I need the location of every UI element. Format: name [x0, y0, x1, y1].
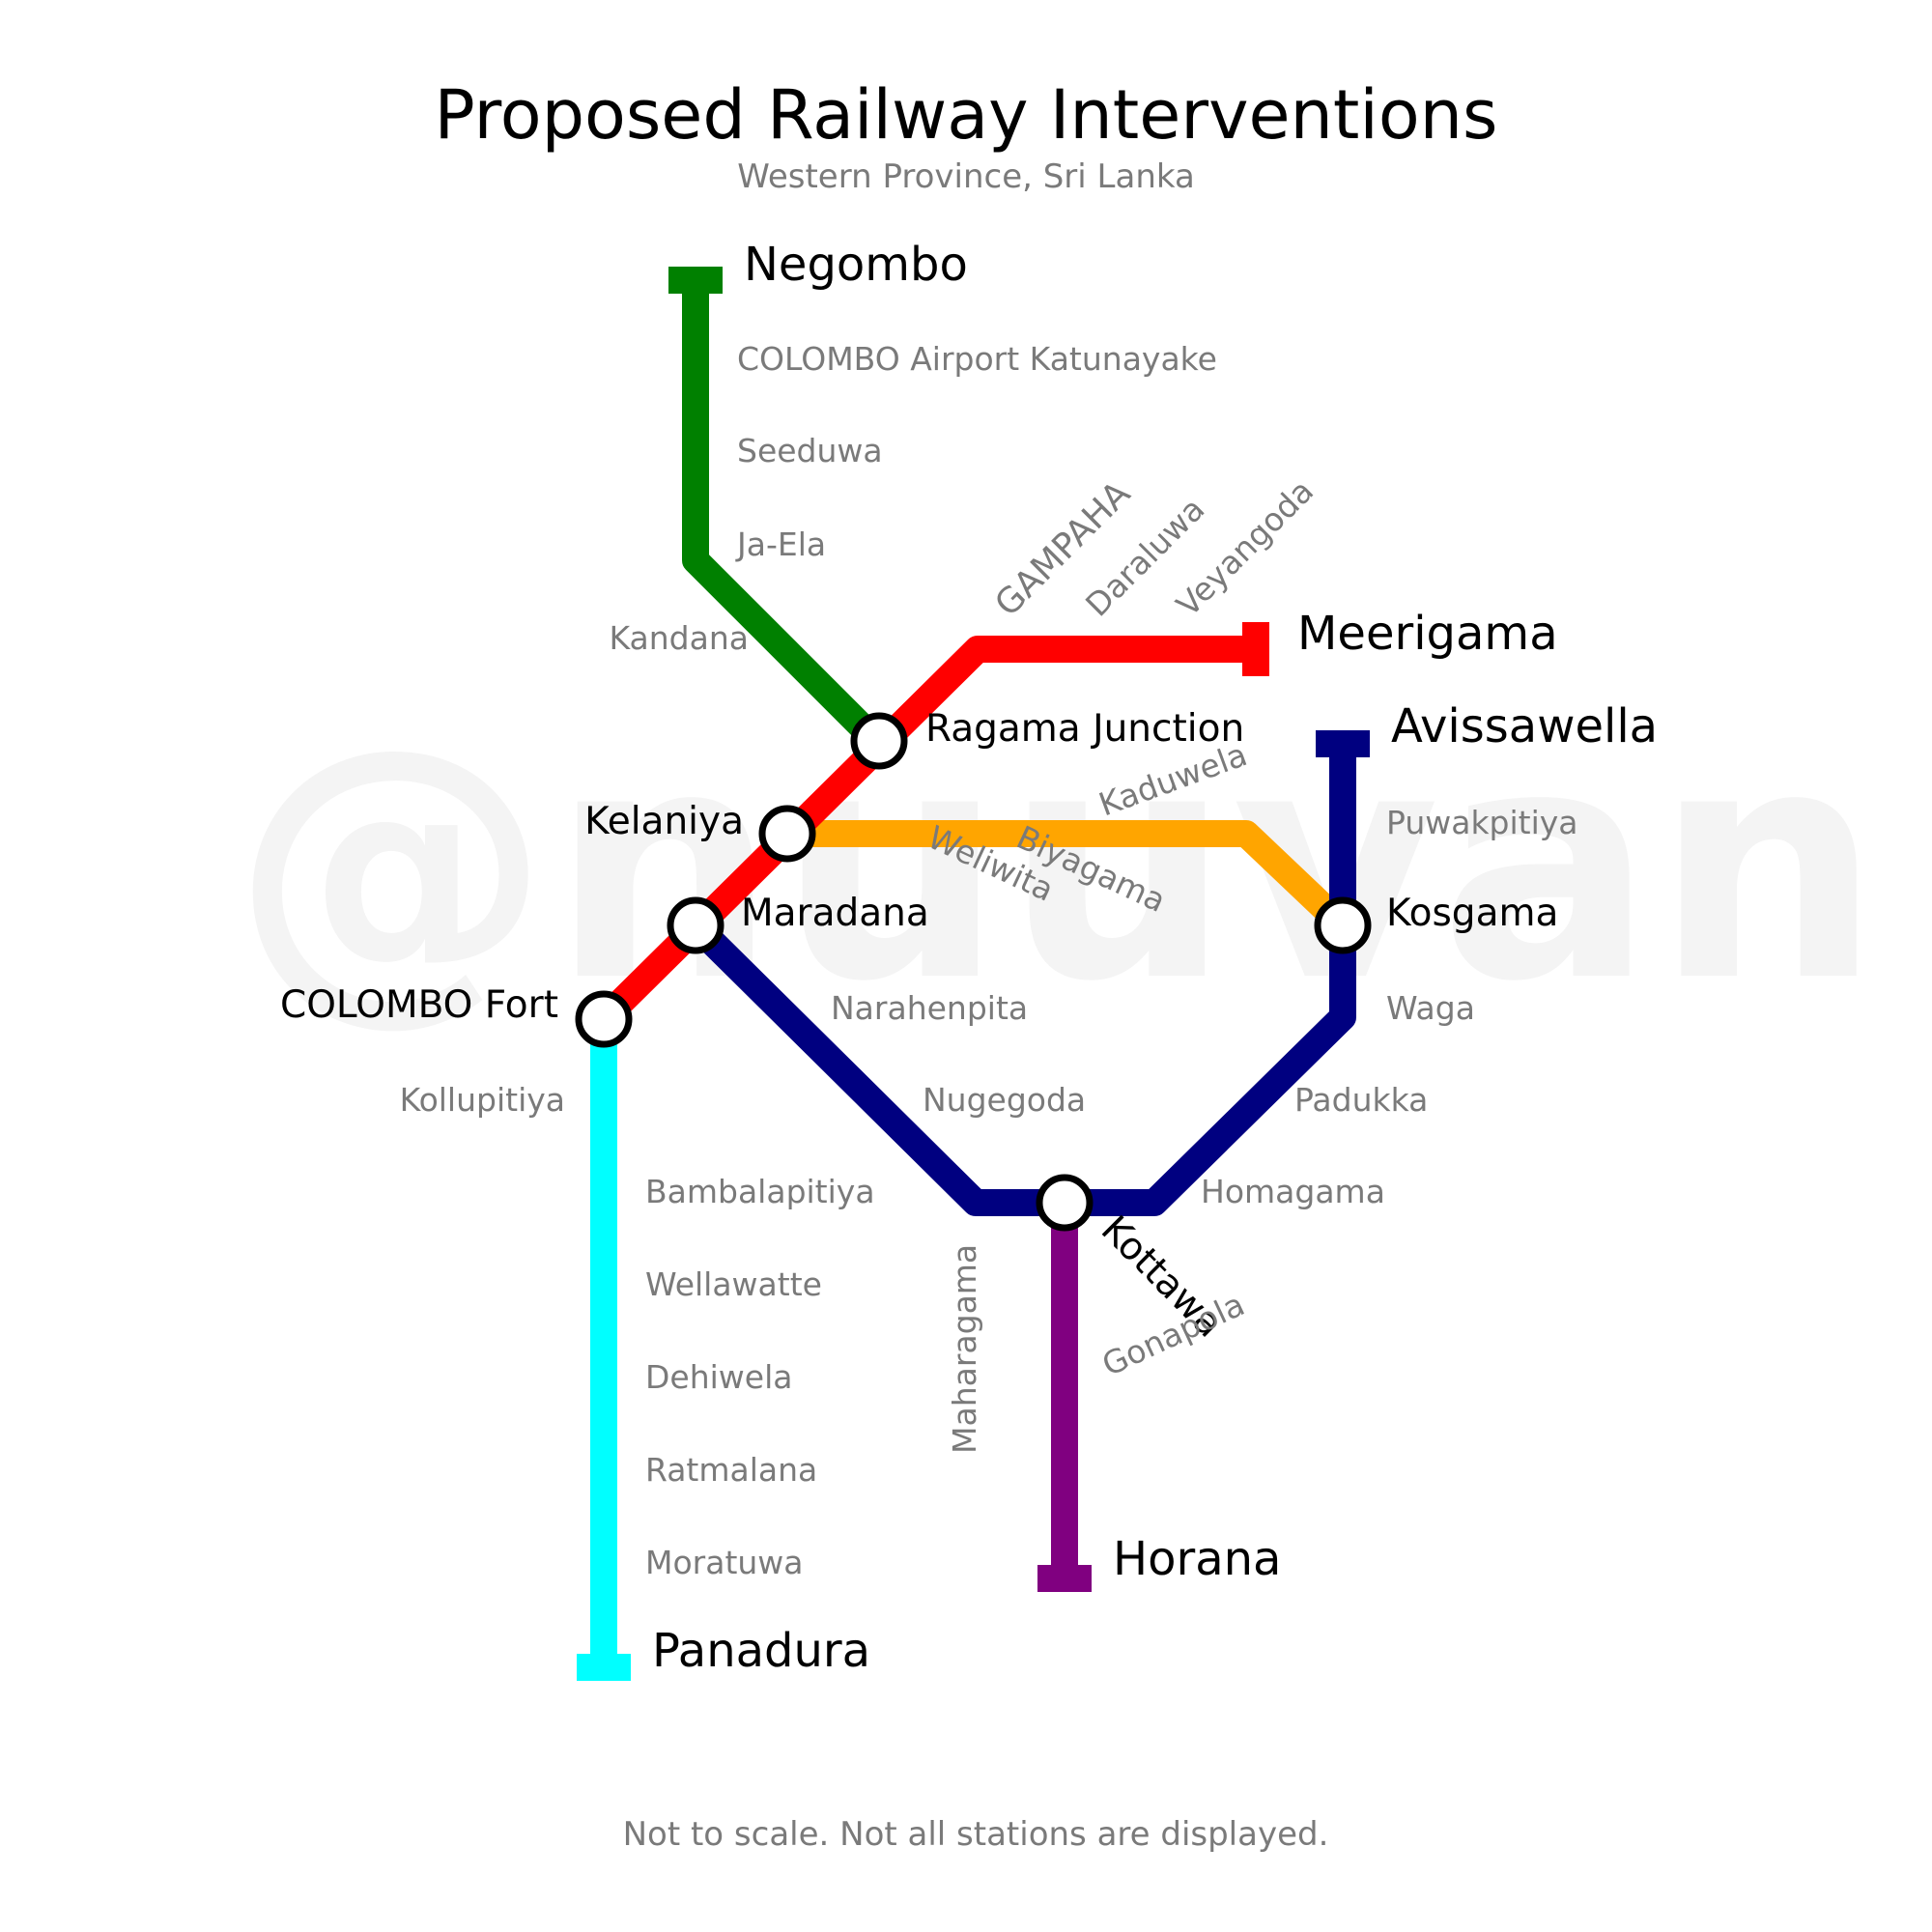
map-subtitle: Western Province, Sri Lanka — [737, 157, 1195, 196]
terminus-label-horana: Horana — [1113, 1532, 1281, 1586]
station-label-dehiwela: Dehiwela — [645, 1358, 792, 1396]
terminus-bar-panadura — [577, 1654, 631, 1681]
watermark: @nuuvan — [232, 680, 1882, 1051]
station-label-kelaniya: Kelaniya — [584, 800, 744, 843]
station-label-padukka: Padukka — [1294, 1081, 1428, 1119]
station-label-puwakpitiya: Puwakpitiya — [1386, 804, 1578, 841]
station-label-kosgama: Kosgama — [1386, 892, 1558, 935]
node-kelaniya — [758, 805, 816, 863]
station-label-airport: COLOMBO Airport Katunayake — [737, 340, 1217, 378]
line-red — [594, 636, 1256, 1029]
terminus-label-meerigama: Meerigama — [1297, 607, 1558, 661]
station-label-veyangoda: Veyangoda — [1169, 471, 1321, 623]
map-footnote: Not to scale. Not all stations are displ… — [623, 1815, 1329, 1854]
line-green — [682, 280, 889, 753]
station-label-maharagama: Maharagama — [946, 1244, 983, 1454]
line-orange — [787, 820, 1352, 936]
node-kosgama — [1314, 896, 1372, 954]
station-label-ratmalana: Ratmalana — [645, 1451, 817, 1489]
node-colombo-fort — [575, 990, 633, 1048]
station-label-seeduwa: Seeduwa — [737, 432, 883, 469]
station-label-bambalapitiya: Bambalapitiya — [645, 1173, 875, 1210]
node-ragama-junction — [850, 712, 908, 770]
terminus-bar-avissawella — [1316, 730, 1370, 757]
station-label-nugegoda: Nugegoda — [923, 1081, 1086, 1119]
terminus-bar-negombo — [668, 267, 723, 294]
station-label-waga: Waga — [1386, 989, 1475, 1027]
terminus-label-avissawella: Avissawella — [1391, 699, 1658, 753]
station-label-ja-ela: Ja-Ela — [735, 526, 826, 563]
station-label-homagama: Homagama — [1201, 1173, 1385, 1210]
terminus-label-negombo: Negombo — [744, 238, 968, 292]
map-title: Proposed Railway Interventions — [435, 75, 1498, 155]
node-kottawa — [1036, 1174, 1094, 1232]
station-label-kollupitiya: Kollupitiya — [400, 1081, 565, 1119]
station-label-kandana: Kandana — [609, 619, 749, 657]
station-label-narahenpita: Narahenpita — [831, 989, 1028, 1027]
terminus-label-panadura: Panadura — [652, 1624, 870, 1678]
station-label-colombo-fort: COLOMBO Fort — [280, 983, 558, 1027]
terminus-bar-horana — [1037, 1565, 1092, 1592]
station-label-wellawatte: Wellawatte — [645, 1265, 822, 1303]
node-maradana — [667, 896, 724, 954]
station-label-maradana: Maradana — [741, 892, 929, 935]
terminus-bar-meerigama — [1242, 622, 1269, 676]
station-label-moratuwa: Moratuwa — [645, 1544, 804, 1581]
station-label-ragama-junction: Ragama Junction — [925, 707, 1244, 751]
